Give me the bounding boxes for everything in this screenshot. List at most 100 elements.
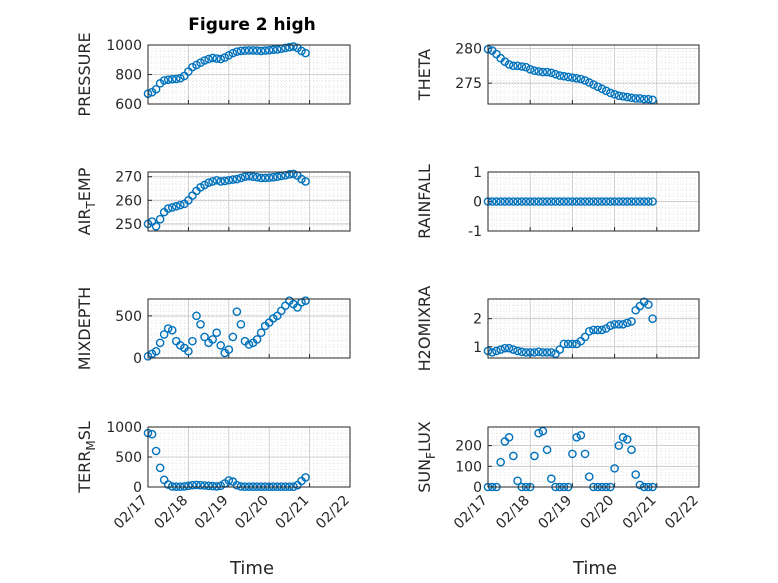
x-tick-label: 02/22 [313,493,353,533]
data-point [568,449,577,459]
data-point [272,172,282,182]
data-point [644,94,653,104]
data-point [301,177,310,186]
data-point [192,480,201,490]
data-point [614,91,624,100]
data-point [622,92,632,102]
data-point [584,327,594,336]
subplot-air: 250 260 270 AIRTEMP [75,167,351,235]
data-point [500,197,510,206]
data-point [538,197,548,206]
data-point [260,46,270,55]
data-point [264,173,274,182]
data-point [610,319,619,329]
data-point [289,42,298,51]
data-point [517,197,527,206]
data-point [584,197,594,206]
data-point [513,476,522,486]
data-point [614,319,624,329]
data-point [244,171,254,181]
data-point [151,84,161,94]
data-point [163,204,173,213]
data-point [618,433,628,442]
data-point [236,482,246,491]
data-point [538,67,548,77]
data-point [627,317,636,326]
data-point [256,173,266,183]
data-point [196,480,205,490]
axes-box [487,298,700,359]
data-point [568,197,577,206]
data-point [167,203,177,212]
data-point [622,318,632,328]
data-point [513,346,522,356]
y-axis-label: H2OMIXRA [415,286,434,372]
data-point [513,197,522,206]
data-point [580,197,590,206]
y-tick-label: 800 [115,68,142,84]
data-point [534,428,543,438]
data-point [224,175,234,185]
subplot-h2omixra: 1 2 H2OMIXRA [415,286,700,372]
data-point [248,46,258,55]
y-tick-label: -1 [468,224,482,240]
data-point [622,197,632,206]
data-point [220,176,230,186]
data-point [155,463,165,473]
data-point [589,197,598,206]
data-point [200,481,209,490]
subplot-mixdepth: 0 500 MIXDEPTH [75,287,351,370]
data-point [301,48,310,58]
data-point [208,335,217,344]
data-point [534,197,543,206]
data-point [644,300,653,309]
data-point [568,339,577,349]
figure-title: Figure 2 high [188,15,316,35]
data-point [240,172,250,182]
y-axis-label: SUNFLUX [415,421,438,493]
data-point [244,46,254,55]
y-tick-label: 1 [473,165,482,181]
x-tick-label: 02/21 [273,493,313,533]
data-point [212,482,221,491]
data-point [589,325,598,335]
data-point [264,45,274,55]
data-point [589,80,598,89]
data-point [212,54,221,63]
data-point [547,197,556,206]
data-point [525,197,535,206]
data-point [163,324,173,333]
data-point [610,464,619,473]
x-tick-label: 02/21 [620,493,660,533]
data-point [500,343,510,353]
data-point [525,64,535,74]
data-point [248,172,258,182]
data-point [289,169,298,179]
data-point [504,60,514,69]
data-point [504,433,514,442]
data-point [232,174,242,184]
data-point [572,74,581,83]
data-point [584,78,594,87]
subplot-terr: 0 500 1000 02/17 02/18 02/19 02/20 02/21 02/22 TE… [75,420,353,532]
data-point [232,47,242,56]
data-point [597,84,607,94]
data-point [504,197,514,206]
data-point [496,197,505,206]
data-point [228,175,238,184]
data-point [504,343,514,353]
data-point [517,347,527,357]
y-tick-label: 0 [133,351,142,367]
data-point [268,172,278,182]
data-point [208,481,217,491]
data-point [635,94,645,103]
data-point [521,62,531,72]
data-point [538,426,548,436]
data-point [644,197,653,206]
data-point [240,46,250,55]
data-point [568,73,577,82]
data-point [256,328,266,338]
x-tick-label: 02/19 [535,493,575,533]
y-tick-label: 1 [473,340,482,356]
data-point [496,345,505,354]
